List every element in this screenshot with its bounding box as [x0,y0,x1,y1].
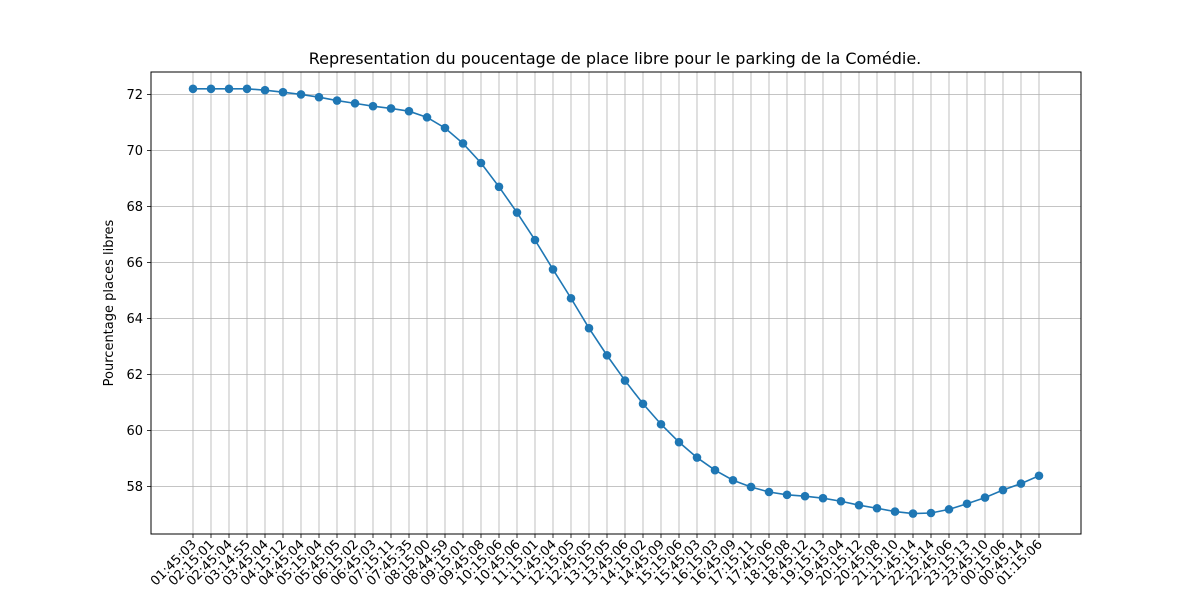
chart-title: Representation du poucentage de place li… [309,49,922,68]
data-point [872,503,882,513]
data-point [656,419,666,429]
data-point [764,487,774,497]
data-point [476,158,486,168]
data-point [818,493,828,503]
data-point [602,351,612,360]
data-point [998,485,1008,495]
y-tick-label: 64 [126,312,143,327]
data-point [404,106,414,116]
data-point [440,123,450,133]
y-tick-label: 68 [126,200,143,215]
data-point [260,85,270,95]
y-tick-label: 62 [126,368,143,383]
data-point [710,465,720,475]
y-tick-label: 58 [126,480,143,495]
data-point [944,505,954,514]
data-point [548,265,558,274]
data-point [224,84,234,94]
data-point [890,507,900,516]
series-pourcentage [188,84,1044,518]
data-point [746,482,756,492]
data-point [332,96,342,105]
data-point [836,496,846,506]
data-point [926,508,936,518]
data-point [530,235,540,245]
plot-area-frame [150,71,1082,535]
data-point [386,104,396,113]
y-axis-label: Pourcentage places libres [102,219,117,386]
data-point [206,84,216,94]
data-point [728,475,738,485]
data-point [188,84,198,94]
y-tick-label: 60 [126,424,143,439]
y-tick-label: 70 [126,144,143,159]
data-point [908,509,918,518]
data-point [512,208,522,217]
grid-lines [151,72,1081,534]
data-point [314,92,324,102]
data-point [296,90,306,99]
data-point [620,376,630,385]
data-point [422,113,432,122]
data-point [584,323,594,333]
data-point [1016,479,1026,488]
data-point [458,139,468,148]
data-point [962,499,972,509]
data-point [566,293,576,303]
data-point [350,99,360,108]
y-tick-label: 66 [126,256,143,271]
data-point [692,453,702,462]
data-point [278,87,288,97]
data-point [494,182,504,192]
data-point [368,101,378,111]
data-point [242,84,252,94]
data-point [800,491,810,501]
data-point [980,493,990,502]
data-point [1034,471,1044,481]
data-point [782,490,792,500]
data-point [638,399,648,409]
data-point [674,437,684,447]
data-point [854,500,864,510]
y-tick-label: 72 [126,88,143,103]
